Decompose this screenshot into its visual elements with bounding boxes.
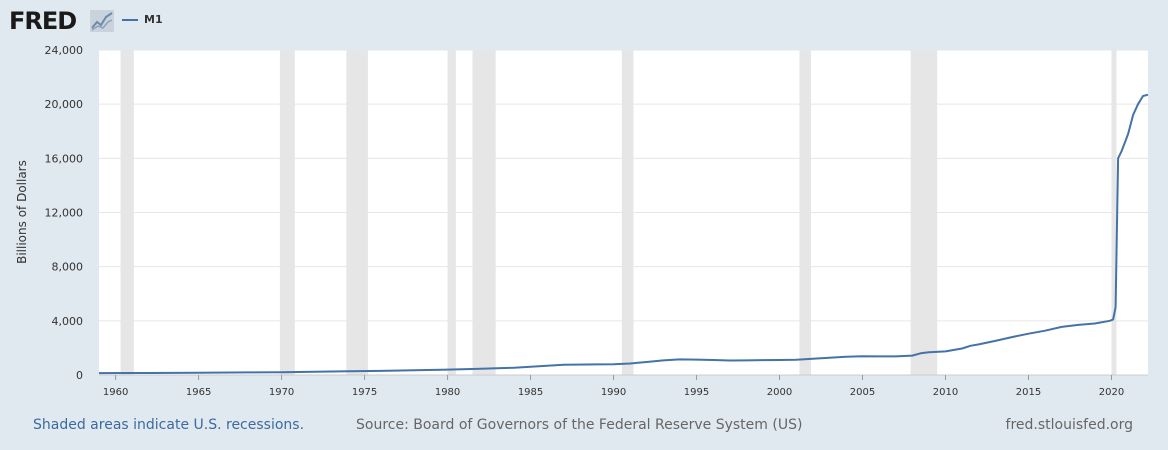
y-tick-label: 12,000: [45, 207, 84, 220]
y-tick-label: 24,000: [45, 44, 84, 57]
x-tick-label: 1970: [269, 387, 294, 398]
chart-line-icon: [90, 10, 114, 32]
x-tick-label: 2010: [933, 387, 958, 398]
source-note: Source: Board of Governors of the Federa…: [356, 417, 803, 433]
y-tick-label: 16,000: [45, 152, 84, 165]
x-tick-label: 2020: [1099, 387, 1124, 398]
x-tick-label: 1975: [352, 387, 377, 398]
fred-logo[interactable]: FRED: [9, 7, 77, 35]
x-tick-label: 1990: [601, 387, 626, 398]
series-line-m1: [98, 93, 1149, 375]
x-tick-label: 1995: [684, 387, 709, 398]
header: FRED M1: [0, 0, 1168, 40]
legend-label-m1: M1: [144, 13, 163, 26]
y-tick-label: 20,000: [45, 98, 84, 111]
x-tick-label: 2015: [1016, 387, 1041, 398]
y-tick-label: 0: [76, 369, 83, 382]
site-link[interactable]: fred.stlouisfed.org: [1005, 417, 1133, 433]
y-axis-label: Billions of Dollars: [15, 160, 29, 264]
legend-swatch: [122, 19, 138, 21]
x-tick-label: 2000: [767, 387, 792, 398]
x-tick-label: 1980: [435, 387, 460, 398]
x-tick-label: 1960: [103, 387, 128, 398]
y-tick-label: 8,000: [52, 261, 84, 274]
recession-note: Shaded areas indicate U.S. recessions.: [33, 417, 305, 433]
chart: 0 4,000 8,000 12,000 16,000 20,000 24,000 1960 1…: [45, 44, 1149, 398]
x-tick-label: 2005: [850, 387, 875, 398]
x-tick-label: 1965: [186, 387, 211, 398]
x-tick-label: 1985: [518, 387, 543, 398]
y-tick-label: 4,000: [52, 315, 84, 328]
